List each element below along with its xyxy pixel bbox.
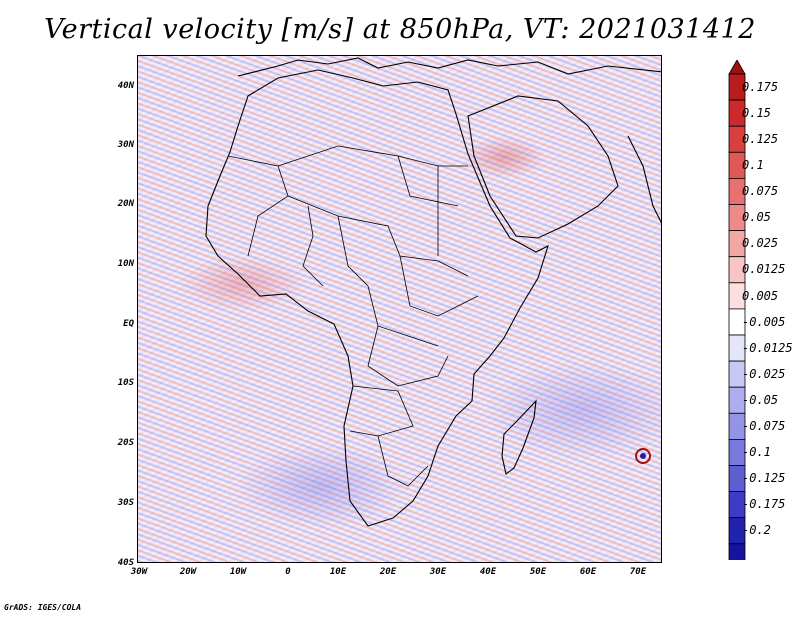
colorbar-label: -0.075 bbox=[742, 419, 786, 433]
colorbar-label: -0.05 bbox=[742, 393, 779, 407]
country-boundaries bbox=[205, 57, 661, 527]
lon-tick-label: 60E bbox=[579, 567, 597, 577]
colorbar-label: 0.05 bbox=[742, 210, 771, 224]
lon-tick-label: 10E bbox=[329, 567, 347, 577]
lat-tick-label: 30N bbox=[117, 140, 134, 150]
lon-tick-label: 0 bbox=[285, 567, 291, 577]
lat-tick-label: 40N bbox=[117, 81, 134, 91]
colorbar-label: 0.005 bbox=[742, 289, 779, 303]
colorbar-label: -0.0125 bbox=[742, 341, 793, 355]
colorbar-label: -0.175 bbox=[742, 497, 786, 511]
lon-tick-label: 50E bbox=[529, 567, 547, 577]
madagascar-coastline bbox=[501, 399, 537, 475]
map-title: Vertical velocity [m/s] at 850hPa, VT: 2… bbox=[44, 14, 756, 45]
colorbar-label: 0.1 bbox=[742, 158, 764, 172]
colorbar bbox=[728, 60, 746, 560]
colorbar-label: 0.15 bbox=[742, 106, 771, 120]
lon-tick-label: 40E bbox=[479, 567, 497, 577]
colorbar-segment bbox=[728, 543, 746, 560]
lat-tick-label: 40S bbox=[117, 558, 134, 568]
colorbar-label: -0.025 bbox=[742, 367, 786, 381]
map-plot-area bbox=[137, 55, 662, 563]
lon-tick-label: 30E bbox=[429, 567, 447, 577]
africa-coastline bbox=[205, 69, 549, 527]
india-coastline bbox=[627, 135, 661, 224]
colorbar-label: -0.005 bbox=[742, 315, 786, 329]
lon-tick-label: 20E bbox=[379, 567, 397, 577]
colorbar-label: 0.025 bbox=[742, 236, 779, 250]
lat-tick-label: EQ bbox=[123, 319, 134, 329]
lon-tick-label: 30W bbox=[130, 567, 148, 577]
europe-coastline bbox=[237, 57, 661, 77]
cyclone-feature bbox=[635, 448, 651, 464]
colorbar-label: -0.125 bbox=[742, 471, 786, 485]
lon-tick-label: 20W bbox=[179, 567, 197, 577]
arabia-coastline bbox=[467, 95, 619, 239]
lat-tick-label: 30S bbox=[117, 498, 134, 508]
colorbar-label: -0.1 bbox=[742, 445, 771, 459]
lat-tick-label: 20N bbox=[117, 199, 134, 209]
lon-tick-label: 70E bbox=[629, 567, 647, 577]
lat-tick-label: 10N bbox=[117, 259, 134, 269]
lat-tick-label: 20S bbox=[117, 438, 134, 448]
lat-tick-label: 10S bbox=[117, 378, 134, 388]
colorbar-label: 0.175 bbox=[742, 80, 779, 94]
colorbar-label: 0.125 bbox=[742, 132, 779, 146]
colorbar-label: -0.2 bbox=[742, 523, 771, 537]
lon-tick-label: 10W bbox=[229, 567, 247, 577]
colorbar-label: 0.0125 bbox=[742, 262, 786, 276]
colorbar-top-arrow bbox=[728, 60, 746, 75]
grads-credit: GrADS: IGES/COLA bbox=[4, 603, 82, 612]
colorbar-label: 0.075 bbox=[742, 184, 779, 198]
